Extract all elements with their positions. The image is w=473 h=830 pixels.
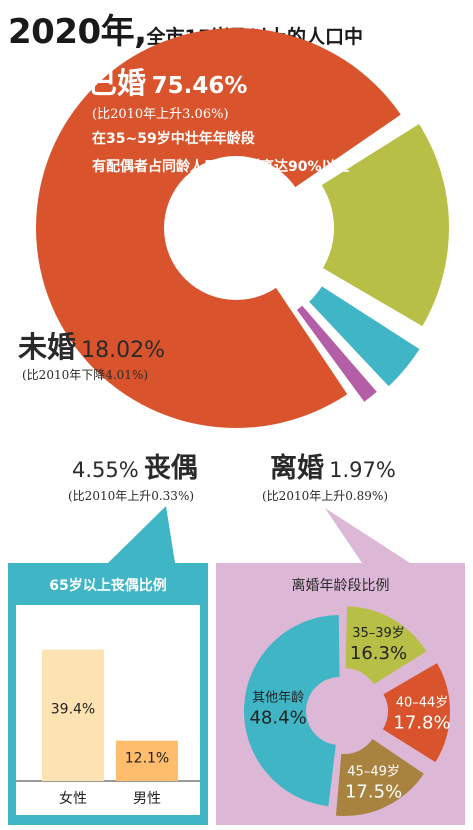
married-note-1: 在35~59岁中壮年年龄段 [92,131,255,147]
marital-status-donut [35,28,449,428]
right-callout-pointer [325,508,410,563]
widowed-65-title: 65岁以上丧偶比例 [49,578,167,594]
bar-female [42,649,104,781]
divorce-age-donut: 其他年龄 48.4% 35–39岁 16.3% 40–44岁 17.8% 45–49岁 17.… [244,606,451,817]
bar-plot-area: 39.4% 女性 12.1% 男性 [16,605,200,815]
widowed-label: 4.55% 丧偶 [72,446,198,485]
title-year: 2020年, [8,12,147,52]
divorced-change: (比2010年上升0.89%) [262,489,389,503]
bar-male [116,740,178,781]
divorce-age-label: 45–49岁 [347,764,400,779]
married-label: 已婚 75.46% [88,60,247,102]
slice-unmarried [321,123,449,327]
slice-40-44 [382,663,450,763]
unmarried-change: (比2010年下降4.01%) [22,368,149,382]
married-note-2: 有配偶者占同龄人口的比例高达90%以上 [92,159,350,175]
unmarried-label: 未婚 18.02% [18,324,165,366]
divorce-age-label: 40–44岁 [396,695,449,710]
left-callout-pointer [108,506,175,563]
married-pct: 75.46% [151,73,248,99]
bar-category-label: 男性 [133,791,161,807]
bar-value-label: 39.4% [51,702,95,718]
divorce-age-label: 35–39岁 [352,626,405,641]
bar-category-label: 女性 [59,790,87,807]
unmarried-pct: 18.02% [81,338,165,363]
divorce-age-value: 17.5% [345,781,402,802]
widowed-pct: 4.55% [72,458,139,482]
bar-value-label: 12.1% [125,751,169,767]
slice-45-49 [335,739,424,817]
divorced-pct: 1.97% [329,458,396,482]
divorced-label: 离婚 1.97% [270,446,396,485]
slice-other-age [244,615,340,807]
slice-divorced [296,305,377,402]
widowed-change: (比2010年上升0.33%) [68,489,195,503]
divorce-age-value: 48.4% [249,708,306,729]
slice-35-39 [345,606,427,685]
divorce-age-label: 其他年龄 [252,691,304,706]
slice-widowed [309,286,420,387]
divorce-age-value: 17.8% [393,712,450,733]
divorced-name: 离婚 [270,453,324,484]
married-change: (比2010年上升3.06%) [92,107,229,122]
widowed-name: 丧偶 [143,453,198,484]
divorce-age-title: 离婚年龄段比例 [291,578,390,594]
married-name: 已婚 [88,66,147,100]
divorce-age-value: 16.3% [350,643,407,664]
widowed-65-panel: 65岁以上丧偶比例 39.4% 女性 12.1% 男性 [8,563,208,825]
slice-married [35,28,401,428]
widowed-65-bar-chart: 39.4% 女性 12.1% 男性 [16,649,200,807]
divorce-age-panel: 离婚年龄段比例 其他年龄 48.4% 35–39岁 16.3% 40–44岁 17.8% 4… [216,563,465,825]
unmarried-name: 未婚 [18,330,77,364]
